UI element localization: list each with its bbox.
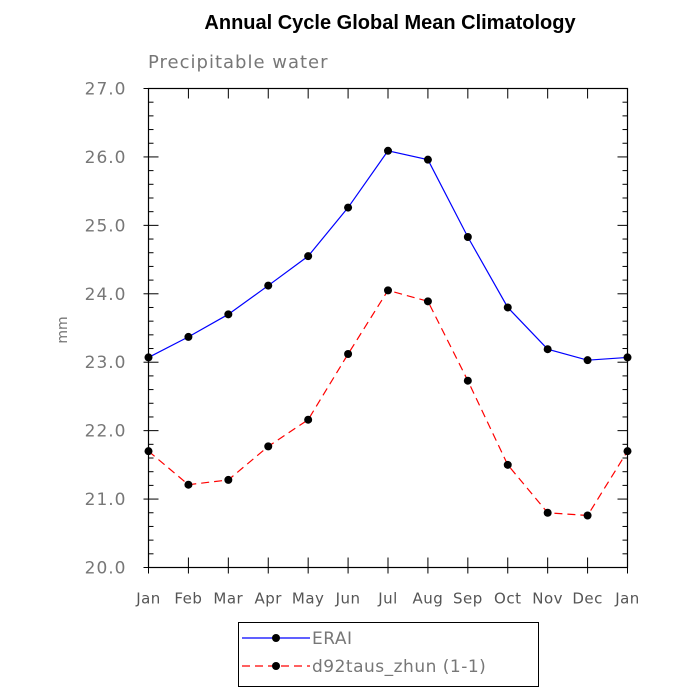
series-layer	[144, 146, 632, 520]
legend-label-erai: ERAI	[312, 629, 353, 649]
x-tick-label: Mar	[213, 590, 243, 608]
y-tick-label: 27.0	[85, 80, 127, 100]
x-tick-label: Feb	[174, 590, 202, 608]
data-point	[384, 146, 392, 155]
data-point	[304, 415, 313, 424]
legend-marker-d92taus	[272, 662, 280, 670]
plot-frame	[147, 87, 629, 569]
x-tick-label: Jul	[377, 590, 398, 608]
data-point	[264, 442, 273, 451]
axis-ticks: Jan Feb Mar Apr May Jun Jul Aug Sep Oct Nov Dec Jan 2…	[85, 80, 640, 608]
x-tick-label: Oct	[494, 590, 521, 608]
data-point	[384, 286, 392, 295]
data-point	[304, 252, 313, 261]
series-line-1	[148, 289, 629, 517]
y-tick-label: 26.0	[85, 148, 127, 168]
x-tick-label: Apr	[255, 590, 283, 608]
chart-subtitle: Precipitable water	[148, 52, 329, 73]
data-point	[543, 345, 552, 354]
y-tick-label: 21.0	[85, 490, 127, 510]
data-point	[423, 297, 432, 306]
y-tick-label: 25.0	[85, 216, 127, 236]
data-point	[423, 155, 432, 164]
data-point	[623, 353, 632, 362]
x-tick-label: Sep	[453, 590, 483, 608]
x-tick-label: Aug	[413, 590, 444, 608]
data-point	[583, 511, 592, 520]
data-point	[144, 353, 153, 362]
data-point	[184, 332, 193, 341]
series-line-0	[148, 150, 628, 361]
legend: ERAI d92taus_zhun (1-1)	[238, 622, 539, 687]
data-point	[224, 475, 233, 484]
y-tick-label: 22.0	[85, 422, 127, 442]
data-point	[623, 447, 632, 456]
data-point	[543, 508, 552, 517]
x-tick-label: Jun	[335, 590, 361, 608]
chart-title: Annual Cycle Global Mean Climatology	[204, 12, 576, 34]
x-tick-label: Nov	[532, 590, 563, 608]
data-point	[344, 350, 353, 359]
x-tick-label: Dec	[572, 590, 603, 608]
legend-marker-erai	[272, 634, 280, 642]
data-point	[224, 310, 233, 319]
x-tick-label: Jan	[135, 590, 161, 608]
y-tick-label: 20.0	[85, 559, 127, 579]
y-axis-label: mm	[55, 316, 71, 343]
data-point	[463, 232, 472, 241]
data-point	[344, 203, 353, 212]
y-tick-label: 23.0	[85, 353, 127, 373]
x-tick-label: Jan	[614, 590, 640, 608]
data-point	[264, 281, 273, 290]
y-tick-label: 24.0	[85, 285, 127, 305]
data-point	[583, 356, 592, 365]
x-tick-label: May	[292, 590, 325, 608]
data-point	[503, 460, 512, 469]
legend-label-d92taus: d92taus_zhun (1-1)	[312, 657, 486, 677]
legend-box	[238, 622, 539, 687]
data-point	[503, 303, 512, 312]
data-point	[144, 447, 153, 456]
data-point	[184, 480, 193, 489]
data-point	[463, 376, 472, 385]
